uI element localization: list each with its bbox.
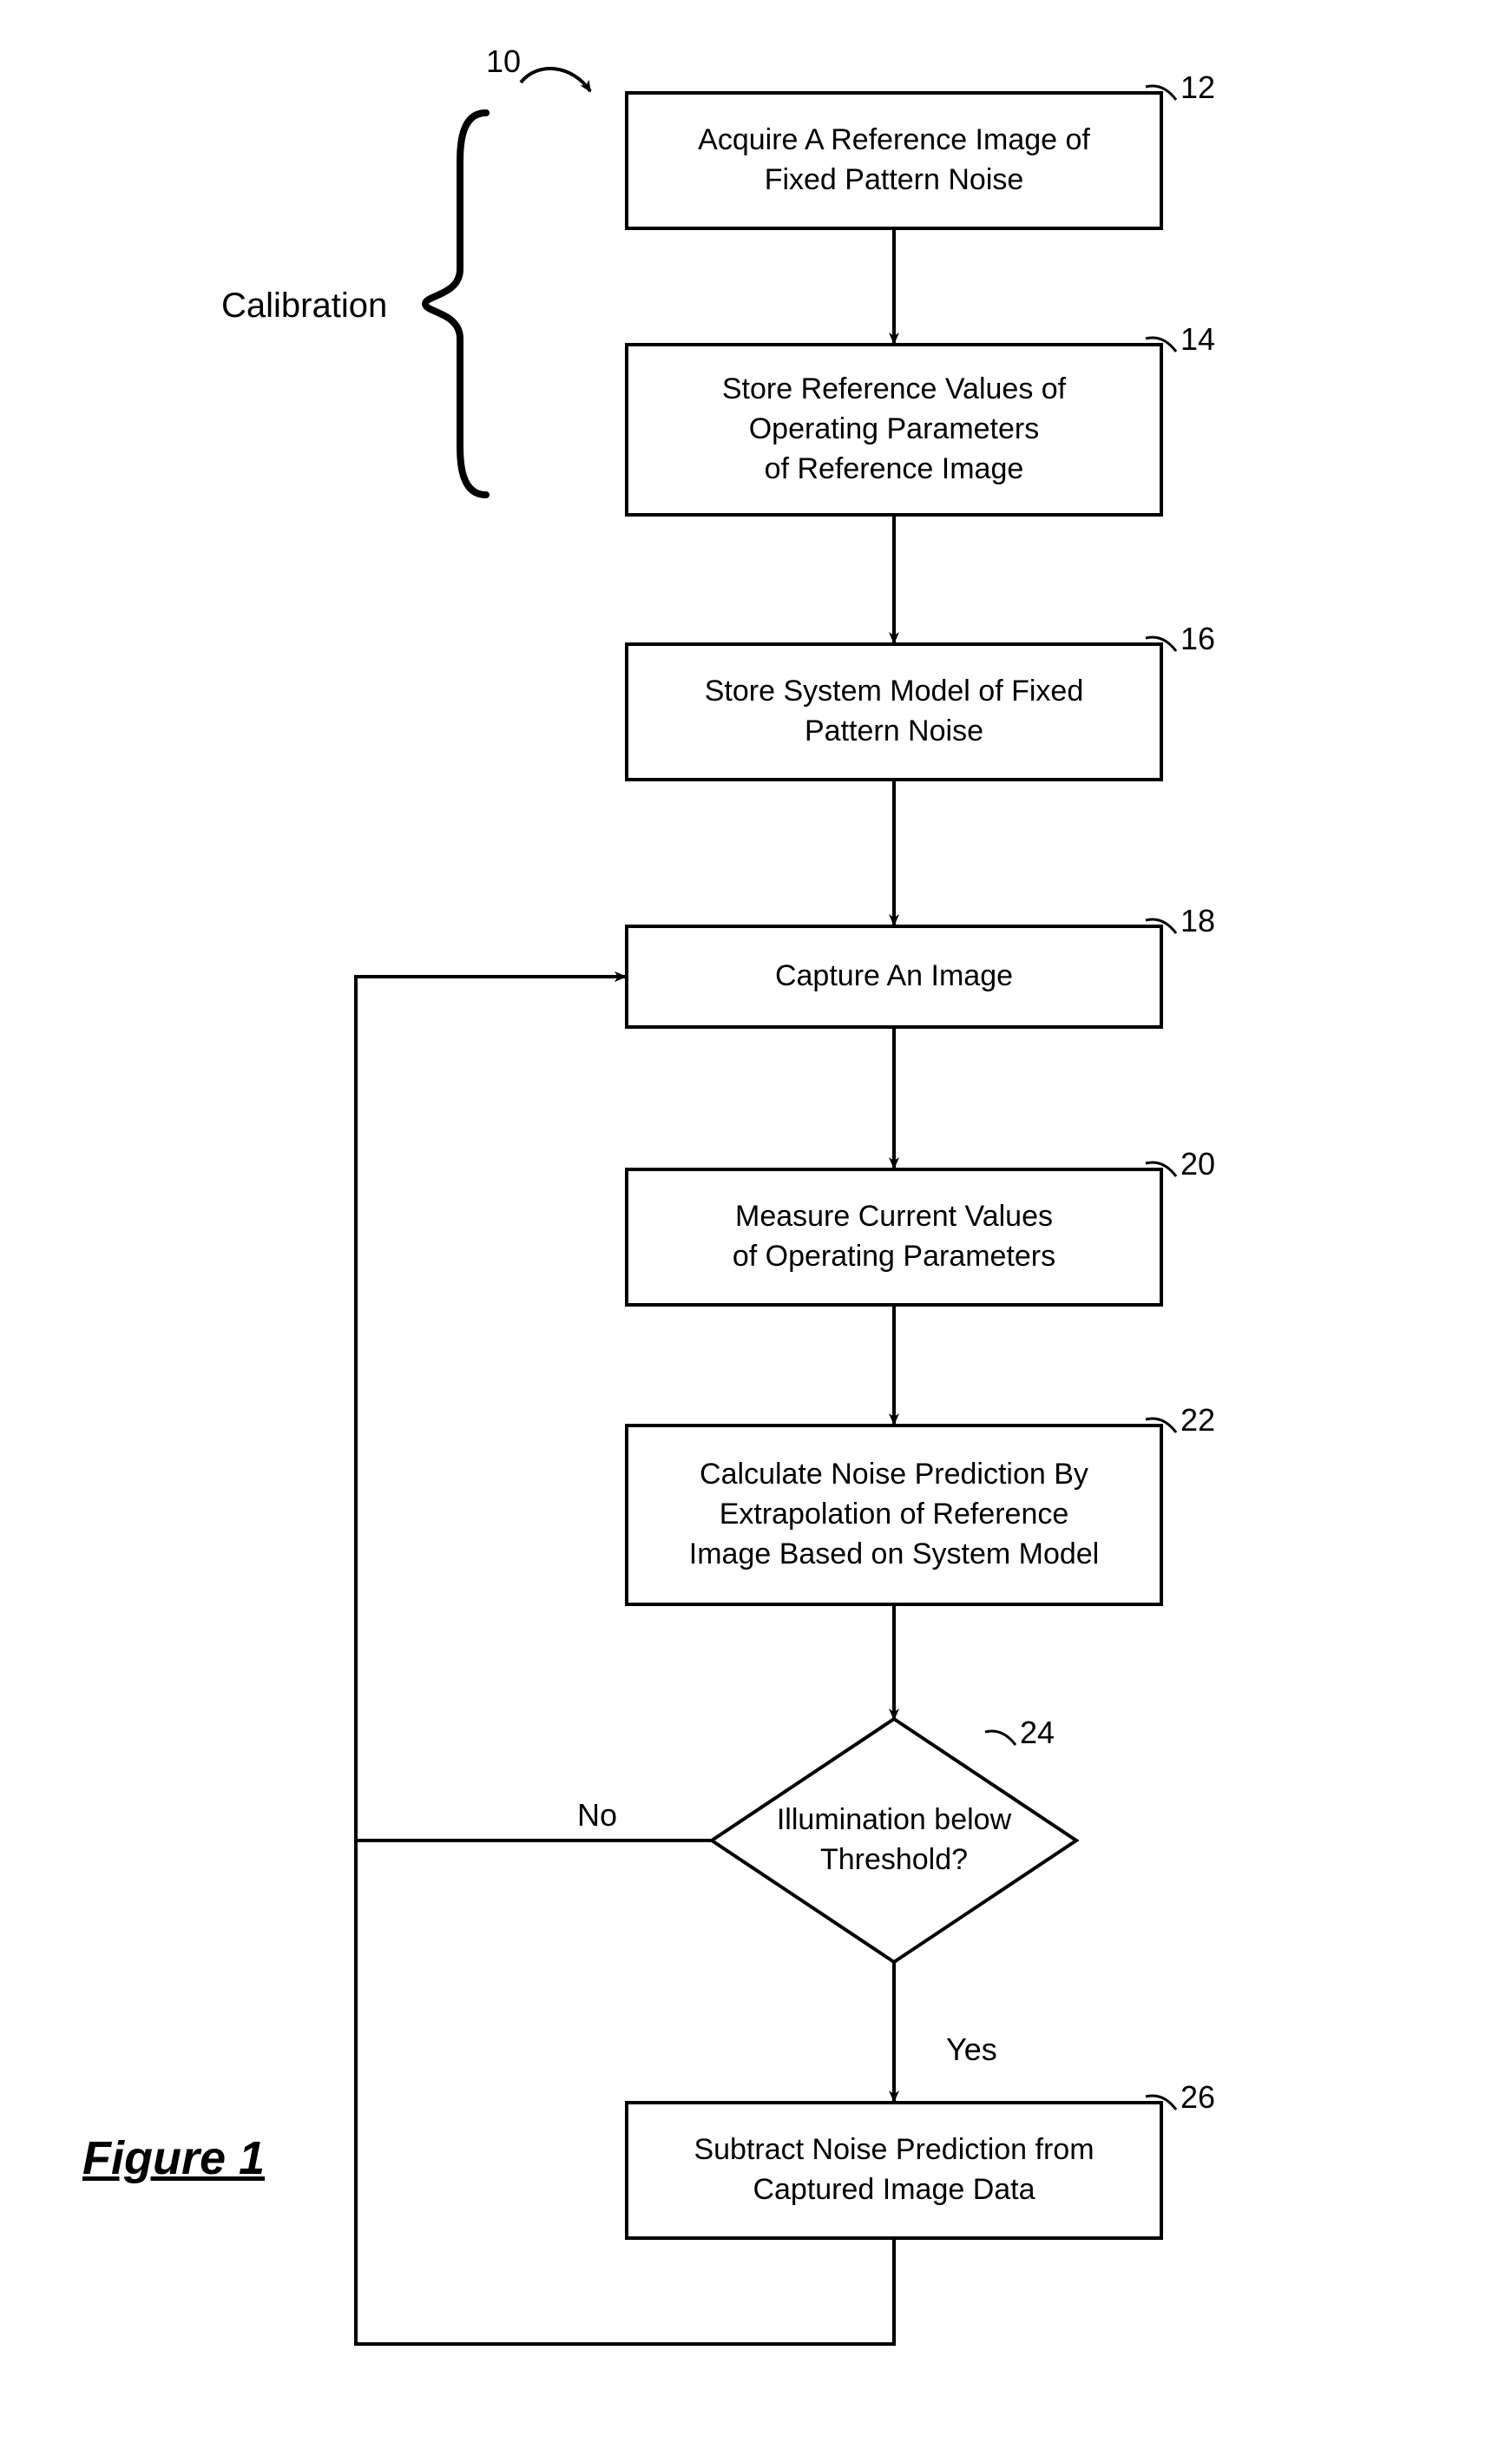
ref-label-18: 18 [1180,903,1215,939]
ref-label-26: 26 [1180,2079,1215,2116]
ref-label-14: 14 [1180,321,1215,358]
edge-label-no: No [577,1797,617,1834]
ref-label-24: 24 [1020,1715,1055,1751]
edge-label-yes: Yes [946,2031,997,2068]
flow-node-n14: Store Reference Values ofOperating Param… [625,343,1163,517]
flow-node-n16: Store System Model of FixedPattern Noise [625,642,1163,781]
flow-node-n26: Subtract Noise Prediction fromCaptured I… [625,2101,1163,2240]
ref-label-22: 22 [1180,1402,1215,1439]
flow-node-n18: Capture An Image [625,925,1163,1029]
ref-label-20: 20 [1180,1146,1215,1182]
flow-diamond-label-n24: Illumination belowThreshold? [712,1719,1076,1962]
calibration-label: Calibration [221,286,387,326]
flow-node-n12: Acquire A Reference Image ofFixed Patter… [625,91,1163,230]
flow-node-n20: Measure Current Valuesof Operating Param… [625,1168,1163,1307]
ref-label-12: 12 [1180,69,1215,106]
ref-label-10: 10 [486,43,521,80]
flow-node-n22: Calculate Noise Prediction ByExtrapolati… [625,1424,1163,1606]
ref-label-16: 16 [1180,621,1215,657]
figure-title: Figure 1 [82,2131,265,2185]
